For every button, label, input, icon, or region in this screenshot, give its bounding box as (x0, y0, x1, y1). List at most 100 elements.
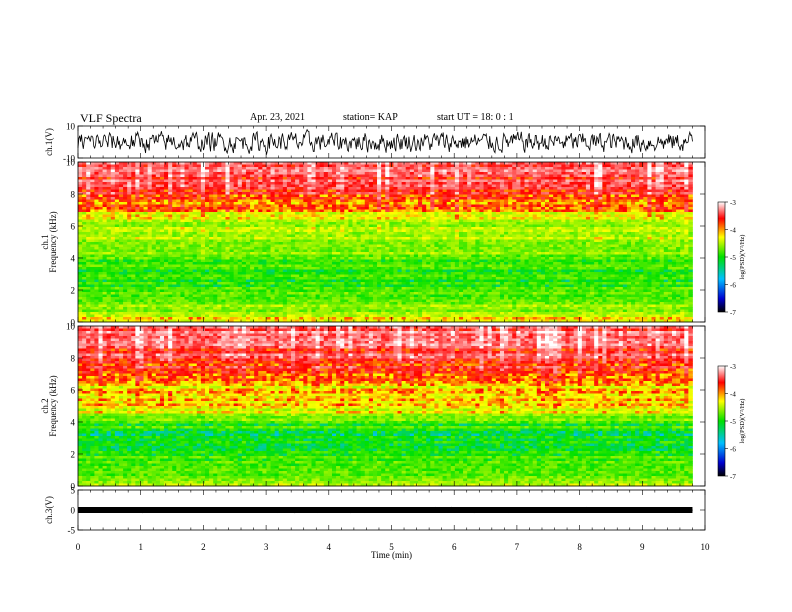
spectrogram-cell (381, 169, 386, 173)
spectrogram-cell (184, 227, 190, 230)
spectrogram-cell (409, 227, 415, 230)
spectrogram-cell (377, 224, 382, 228)
spectrogram-cell (348, 219, 353, 223)
spectrogram-cell (209, 169, 214, 173)
spectrogram-cell (106, 174, 112, 178)
spectrogram-cell (233, 219, 239, 223)
spectrogram-cell (590, 227, 595, 230)
spectrogram-cell (495, 162, 501, 165)
spectrogram-cell (631, 174, 636, 178)
spectrogram-cell (577, 219, 583, 223)
spectrogram-cell (540, 192, 546, 195)
spectrogram-cell (286, 192, 292, 195)
spectrogram-cell (192, 237, 198, 240)
spectrogram-cell (204, 167, 210, 170)
spectrogram-cell (528, 167, 534, 170)
spectrogram-cell (180, 182, 185, 185)
spectrogram-cell (229, 172, 235, 175)
spectrogram-cell (221, 217, 226, 220)
spectrogram-cell (221, 222, 226, 225)
spectrogram-cell (491, 214, 497, 218)
spectrogram-cell (254, 239, 259, 243)
spectrogram-cell (688, 164, 693, 168)
spectrogram-cell (225, 209, 230, 213)
spectrogram-cell (561, 234, 566, 238)
spectrogram-cell (471, 212, 476, 215)
spectrogram-cell (184, 222, 190, 225)
spectrogram-cell (655, 227, 661, 230)
spectrogram-cell (204, 172, 210, 175)
spectrogram-cell (458, 217, 464, 220)
spectrogram-cell (454, 227, 460, 230)
spectrogram-cell (614, 189, 620, 193)
spectrogram-cell (303, 224, 308, 228)
spectrogram-cell (590, 177, 595, 180)
spectrogram-cell (319, 234, 325, 238)
spectrogram-cell (94, 167, 99, 170)
spectrogram-cell (139, 177, 144, 180)
spectrogram-cell (557, 197, 562, 200)
spectrogram-cell (250, 234, 255, 238)
spectrogram-cell (78, 214, 83, 218)
spectrogram-cell (319, 177, 325, 180)
spectrogram-cell (667, 227, 673, 230)
spectrogram-cell (102, 194, 108, 198)
spectrogram-cell (504, 239, 509, 243)
spectrogram-cell (327, 197, 333, 200)
spectrogram-cell (471, 202, 476, 205)
spectrogram-cell (180, 244, 185, 248)
spectrogram-cell (274, 207, 280, 210)
spectrogram-cell (225, 204, 230, 208)
spectrogram-cell (581, 219, 587, 223)
spectrogram-cell (307, 189, 312, 193)
spectrogram-cell (250, 197, 255, 200)
spectrogram-cell (127, 229, 132, 233)
spectrogram-cell (295, 164, 300, 168)
spectrogram-cell (114, 182, 120, 185)
spectrogram-cell (295, 224, 300, 228)
spectrogram-cell (102, 162, 108, 165)
spectrogram-cell (213, 184, 218, 188)
spectrogram-cell (98, 239, 103, 243)
spectrogram-cell (671, 187, 677, 190)
spectrogram-cell (237, 222, 243, 225)
spectrogram-cell (254, 182, 259, 185)
spectrogram-cell (139, 219, 144, 223)
spectrogram-cell (643, 179, 648, 183)
spectrogram-cell (573, 194, 579, 198)
spectrogram-cell (520, 197, 525, 200)
spectrogram-cell (139, 217, 144, 220)
spectrogram-cell (438, 172, 443, 175)
spectrogram-cell (336, 204, 341, 208)
spectrogram-cell (413, 164, 419, 168)
spectrogram-cell (643, 227, 648, 230)
spectrogram-cell (225, 224, 230, 228)
spectrogram-cell (553, 237, 558, 240)
spectrogram-cell (356, 242, 362, 245)
spectrogram-cell (450, 219, 456, 223)
spectrogram-cell (319, 227, 325, 230)
spectrogram-cell (565, 217, 570, 220)
spectrogram-cell (446, 194, 452, 198)
spectrogram-cell (356, 164, 362, 168)
spectrogram-cell (479, 172, 484, 175)
spectrogram-cell (114, 227, 120, 230)
spectrogram-cell (360, 214, 366, 218)
spectrogram-cell (577, 182, 583, 185)
spectrogram-cell (438, 167, 443, 170)
spectrogram-cell (573, 234, 579, 238)
spectrogram-cell (372, 197, 378, 200)
spectrogram-cell (303, 232, 308, 235)
spectrogram-cell (544, 237, 550, 240)
spectrogram-cell (553, 222, 558, 225)
spectrogram-cell (643, 167, 648, 170)
spectrogram-cell (504, 227, 509, 230)
spectrogram-cell (295, 172, 300, 175)
spectrogram-cell (98, 237, 103, 240)
spectrogram-cell (139, 189, 144, 193)
spectrogram-cell (663, 197, 669, 200)
spectrogram-cell (405, 189, 411, 193)
spectrogram-cell (94, 202, 99, 205)
spectrogram-cell (291, 202, 296, 205)
spectrogram-cell (581, 224, 587, 228)
